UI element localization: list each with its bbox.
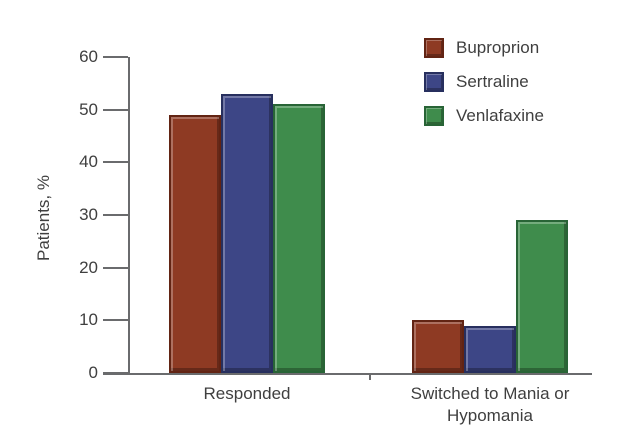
bar-sertraline-switched [464,326,516,373]
legend-item: Sertraline [424,71,544,92]
bar-venlafaxine-switched [516,220,568,373]
legend-label: Sertraline [456,71,529,91]
y-tick-line [103,108,128,111]
x-axis-line [103,373,592,375]
y-tick-line [103,56,128,58]
y-tick-label: 10 [79,310,98,330]
y-tick-label: 0 [88,363,98,382]
y-tick-label: 50 [79,99,98,119]
x-axis-category-label: Switched to Mania or Hypomania [410,384,570,425]
y-tick-line [103,214,128,216]
bar-sertraline-responded [221,94,273,373]
legend-swatch-venlafaxine [424,105,444,126]
bar-buproprion-responded [169,115,221,373]
y-tick-label: 40 [79,152,98,172]
y-tick-line [103,266,128,269]
legend-swatch-buproprion [424,37,444,58]
x-axis-category-label: Responded [203,384,291,403]
legend-swatch-sertraline [424,71,444,92]
bar-venlafaxine-responded [273,104,325,373]
y-tick-label: 30 [79,205,98,224]
y-tick-line [103,372,128,374]
y-tick-line [103,319,128,322]
legend-label: Venlafaxine [456,105,544,125]
bar-buproprion-switched [412,320,464,373]
y-axis-line [128,57,130,374]
y-tick-label: 20 [79,257,98,277]
y-tick-label: 60 [79,47,98,66]
legend: Buproprion Sertraline Venlafaxine [424,37,544,139]
legend-item: Buproprion [424,37,544,58]
x-axis-divider-tick [369,373,371,380]
y-axis-title: Patients, % [34,175,53,261]
legend-label: Buproprion [456,37,540,57]
legend-item: Venlafaxine [424,105,544,126]
y-tick-line [103,161,128,164]
